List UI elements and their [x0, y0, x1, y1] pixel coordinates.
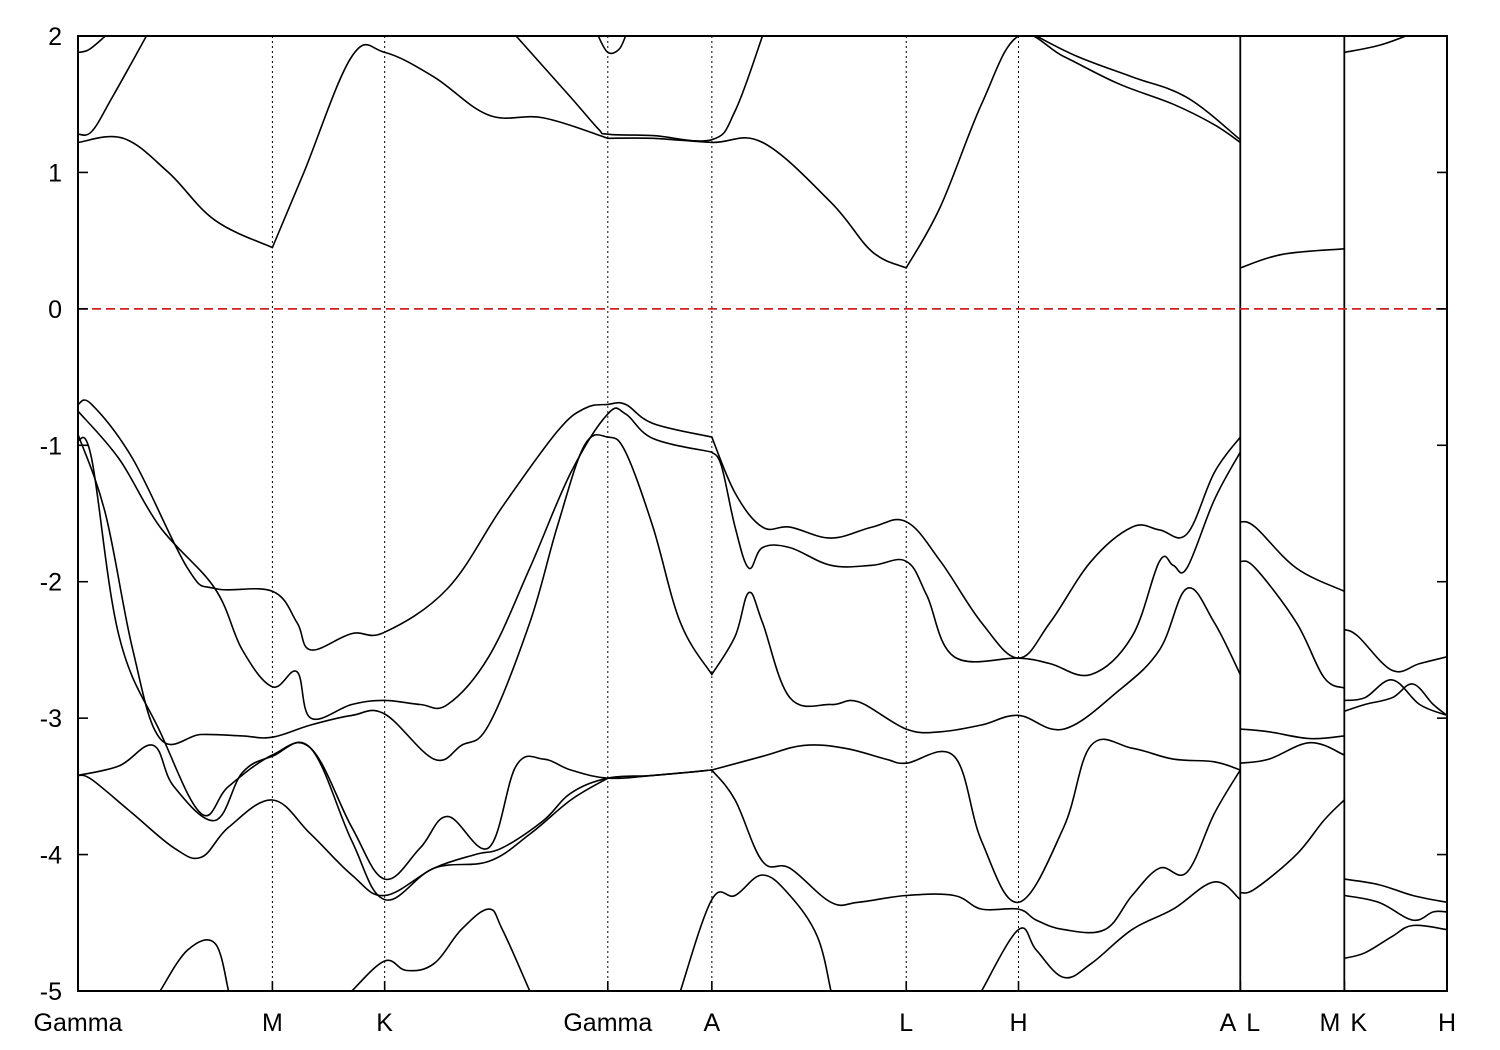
band-line-9: [1035, 36, 1242, 141]
x-tick-label-8: L: [1246, 1009, 1260, 1037]
x-tick-label-10: K: [1350, 1009, 1367, 1037]
band-line-17: [159, 939, 230, 991]
band-line-34: [1343, 878, 1447, 904]
band-line-26: [1239, 520, 1346, 593]
band-line-12: [78, 407, 713, 721]
band-line-10: [1343, 36, 1407, 54]
band-line-3: [905, 36, 1242, 269]
y-tick-label: 0: [48, 296, 62, 324]
x-tick-label-2: K: [376, 1009, 393, 1037]
band-line-21: [711, 587, 1242, 734]
band-line-6: [78, 36, 107, 54]
band-line-28: [1239, 728, 1346, 740]
x-tick-label-11: H: [1438, 1009, 1456, 1037]
band-line-22: [711, 738, 1242, 904]
band-line-18: [351, 908, 531, 991]
x-tick-label-6: H: [1009, 1009, 1027, 1037]
band-line-23: [711, 769, 1242, 934]
y-tick-label: -2: [40, 569, 62, 597]
band-line-13: [78, 433, 713, 762]
band-line-19: [711, 436, 1242, 659]
y-tick-label: -5: [40, 978, 62, 1006]
x-tick-label-4: A: [704, 1009, 721, 1037]
y-tick-label: -4: [40, 842, 62, 870]
band-line-30: [1239, 799, 1346, 894]
x-tick-label-5: L: [899, 1009, 913, 1037]
band-line-25: [980, 881, 1242, 991]
band-line-29: [1239, 741, 1346, 764]
x-tick-label-3: Gamma: [563, 1009, 652, 1037]
band-line-8: [597, 36, 627, 55]
band-line-0: [78, 135, 274, 249]
y-tick-label: -1: [40, 432, 62, 460]
x-axis: Gamma M K Gamma A L H A L M K H: [34, 981, 1456, 1037]
y-axis: 2 1 0 -1 -2 -3 -4 -5: [40, 23, 1447, 1006]
band-line-15: [78, 769, 713, 897]
band-line-27: [1239, 560, 1346, 689]
band-line-20: [711, 451, 1242, 677]
band-line-33: [1343, 683, 1447, 717]
band-layer: [78, 36, 1447, 991]
band-line-2: [607, 137, 907, 269]
band-line-16: [78, 741, 609, 901]
band-line-24: [679, 874, 832, 991]
band-line-1: [271, 43, 609, 249]
band-line-7: [515, 36, 764, 142]
grid-layer: [271, 36, 1346, 991]
band-line-5: [78, 36, 148, 136]
x-tick-label-1: M: [262, 1009, 283, 1037]
band-line-36: [1343, 924, 1447, 960]
band-line-35: [1343, 894, 1447, 922]
band-line-14: [78, 436, 713, 881]
x-tick-label-7: A: [1220, 1009, 1237, 1037]
band-line-31: [1343, 628, 1447, 673]
band-line-4: [1239, 248, 1346, 269]
plot-frame: [77, 35, 1448, 992]
y-tick-label: 2: [48, 23, 62, 51]
band-line-11: [78, 399, 713, 651]
y-tick-label: 1: [48, 159, 62, 187]
x-tick-label-0: Gamma: [34, 1009, 123, 1037]
y-tick-label: -3: [40, 705, 62, 733]
band-line-32: [1343, 679, 1447, 717]
x-tick-label-9: M: [1319, 1009, 1340, 1037]
